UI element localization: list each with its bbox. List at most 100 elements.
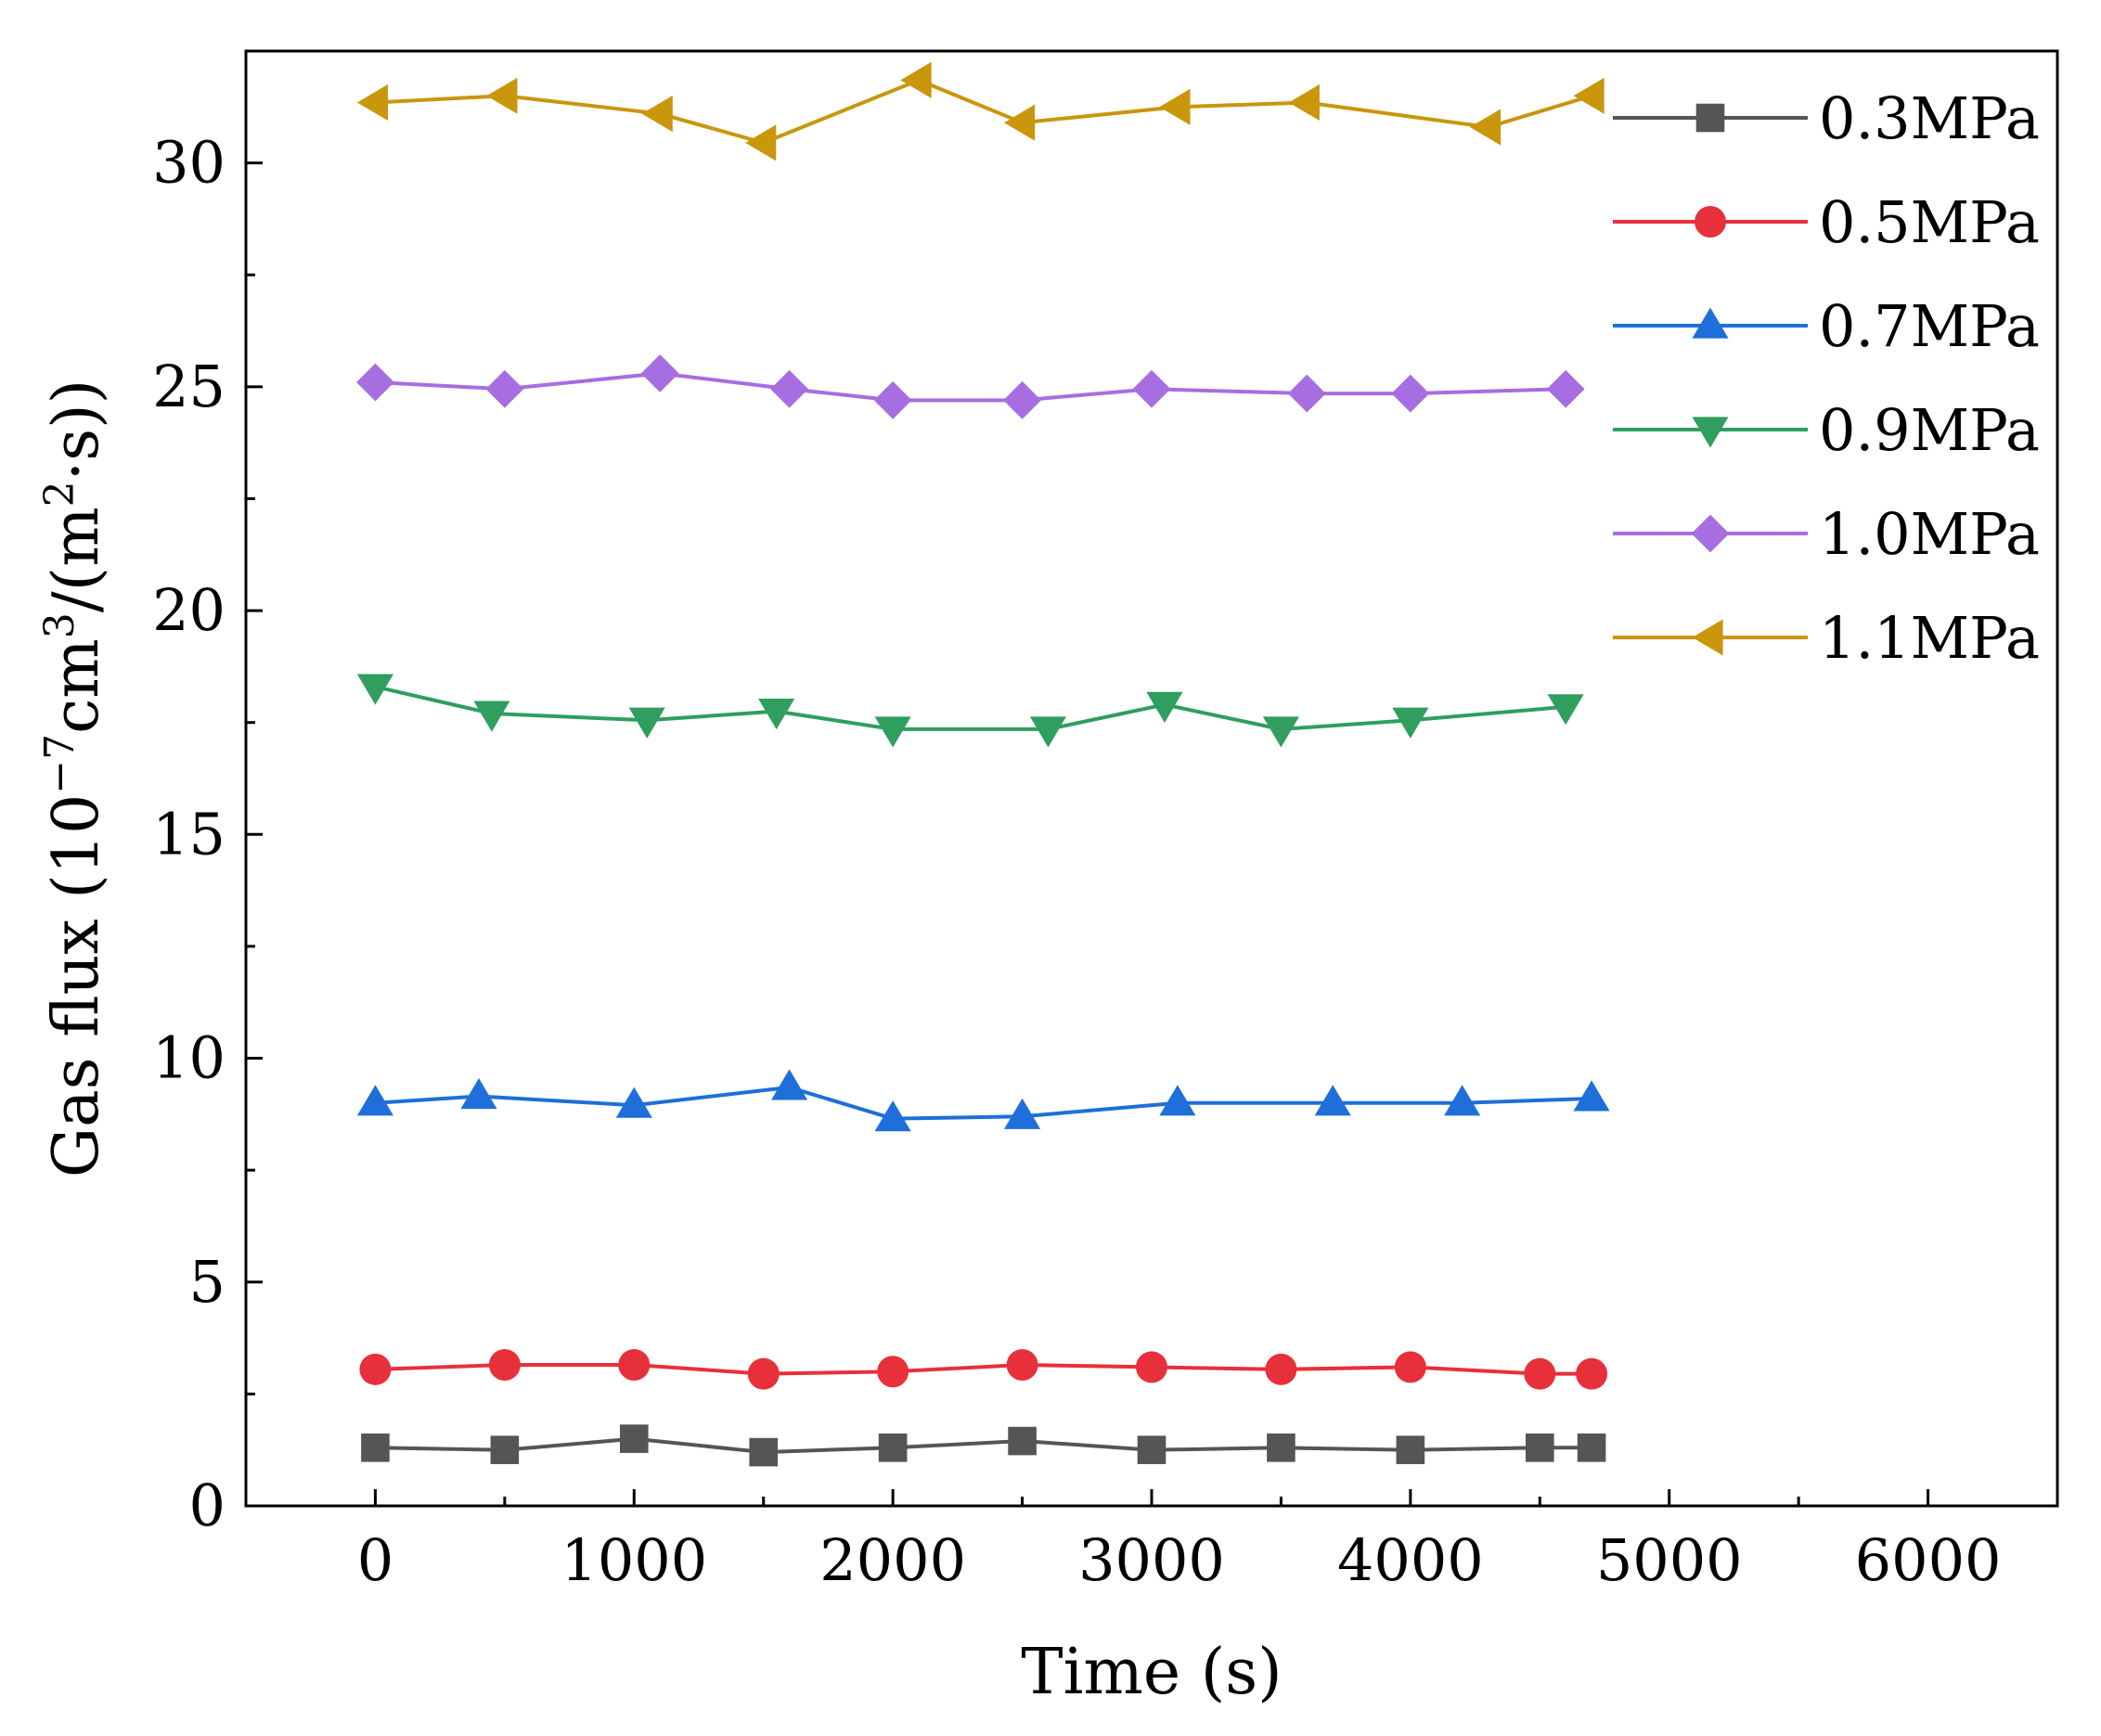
y-tick-label: 15 bbox=[152, 800, 226, 868]
series-line bbox=[375, 1085, 1592, 1121]
x-tick-label: 3000 bbox=[1078, 1526, 1225, 1594]
legend-swatch-marker bbox=[1695, 103, 1725, 133]
data-point bbox=[473, 701, 510, 732]
data-point bbox=[460, 1077, 497, 1110]
y-tick-label: 10 bbox=[152, 1024, 226, 1092]
legend-label: 1.1MPa bbox=[1819, 604, 2040, 672]
data-point bbox=[359, 1353, 392, 1385]
x-tick-label: 1000 bbox=[561, 1526, 707, 1594]
data-point bbox=[1392, 707, 1429, 739]
y-tick-label: 5 bbox=[189, 1248, 226, 1316]
x-tick-label: 0 bbox=[357, 1526, 393, 1594]
legend-swatch-marker bbox=[1692, 619, 1723, 656]
data-point bbox=[356, 363, 394, 402]
data-point bbox=[1132, 369, 1171, 408]
data-point bbox=[877, 1356, 909, 1388]
legend-swatch-marker bbox=[1695, 206, 1726, 238]
legend-label: 0.7MPa bbox=[1819, 292, 2040, 360]
data-point bbox=[1136, 1351, 1167, 1383]
data-point bbox=[356, 84, 389, 122]
data-point bbox=[1004, 1098, 1041, 1129]
data-point bbox=[1006, 1349, 1038, 1382]
data-point bbox=[747, 1357, 780, 1390]
x-tick-label: 2000 bbox=[819, 1526, 966, 1594]
y-axis-title: Gas flux (10−7cm3/(m2·s)) bbox=[36, 379, 113, 1178]
data-point bbox=[1287, 374, 1326, 413]
data-point bbox=[640, 354, 679, 392]
series-1.0MPa bbox=[356, 354, 1585, 419]
data-point bbox=[1159, 88, 1191, 125]
data-point bbox=[628, 707, 665, 739]
data-point bbox=[1029, 716, 1067, 748]
data-point bbox=[758, 699, 795, 730]
x-tick-label: 4000 bbox=[1337, 1526, 1484, 1594]
series-layer bbox=[356, 61, 1610, 1467]
data-point bbox=[1546, 369, 1585, 408]
data-point bbox=[878, 1433, 908, 1462]
data-point bbox=[1469, 109, 1502, 146]
data-point bbox=[1008, 1426, 1037, 1456]
data-point bbox=[1262, 716, 1299, 748]
y-tick-label: 25 bbox=[152, 353, 226, 420]
data-point bbox=[1396, 1435, 1425, 1464]
x-tick-label: 6000 bbox=[1855, 1526, 2002, 1594]
legend-item: 0.7MPa bbox=[1613, 292, 2040, 360]
data-point bbox=[486, 77, 518, 114]
data-point bbox=[1003, 380, 1041, 419]
data-point bbox=[1573, 1080, 1610, 1112]
data-point bbox=[874, 716, 911, 748]
x-tick-label: 5000 bbox=[1596, 1526, 1743, 1594]
data-point bbox=[770, 369, 808, 408]
legend-item: 0.3MPa bbox=[1613, 84, 2040, 152]
data-point bbox=[615, 1087, 652, 1118]
data-point bbox=[873, 380, 912, 419]
series-0.9MPa bbox=[356, 674, 1584, 748]
data-point bbox=[356, 674, 393, 705]
legend-swatch-marker bbox=[1692, 307, 1729, 339]
data-point bbox=[1267, 1433, 1295, 1462]
y-tick-label: 30 bbox=[152, 129, 226, 197]
legend-item: 0.9MPa bbox=[1613, 396, 2040, 464]
data-point bbox=[1159, 1085, 1196, 1116]
legend-label: 0.9MPa bbox=[1819, 396, 2040, 464]
series-line bbox=[375, 78, 1592, 146]
data-point bbox=[874, 1100, 911, 1132]
data-point bbox=[618, 1349, 651, 1382]
legend-swatch-marker bbox=[1692, 417, 1729, 448]
data-point bbox=[1265, 1353, 1297, 1385]
series-line bbox=[374, 685, 1566, 731]
data-point bbox=[745, 124, 777, 161]
data-point bbox=[1573, 77, 1605, 114]
data-point bbox=[1394, 1351, 1426, 1383]
data-point bbox=[771, 1069, 808, 1100]
legend-label: 1.0MPa bbox=[1819, 500, 2040, 568]
y-tick-label: 20 bbox=[152, 576, 226, 644]
legend-label: 0.3MPa bbox=[1819, 84, 2040, 152]
data-point bbox=[1547, 694, 1584, 726]
data-point bbox=[641, 95, 673, 133]
data-point bbox=[1004, 104, 1036, 141]
data-point bbox=[749, 1437, 779, 1467]
legend-swatch-marker bbox=[1691, 514, 1730, 553]
data-point bbox=[361, 1433, 390, 1462]
x-axis-title: Time (s) bbox=[1021, 1636, 1282, 1709]
y-tick-label: 0 bbox=[189, 1472, 226, 1539]
data-point bbox=[1146, 691, 1183, 723]
series-1.1MPa bbox=[356, 61, 1605, 161]
data-point bbox=[619, 1424, 649, 1453]
plot-frame bbox=[244, 49, 2059, 1508]
legend-label: 0.5MPa bbox=[1819, 188, 2040, 256]
series-line bbox=[375, 371, 1566, 403]
data-point bbox=[1314, 1085, 1351, 1116]
data-point bbox=[1288, 84, 1320, 122]
legend-item: 1.0MPa bbox=[1613, 500, 2040, 568]
data-point bbox=[490, 1435, 520, 1464]
legend-item: 1.1MPa bbox=[1613, 604, 2040, 672]
data-point bbox=[1577, 1433, 1606, 1462]
data-point bbox=[488, 1349, 521, 1382]
series-0.5MPa bbox=[359, 1349, 1608, 1390]
data-point bbox=[900, 61, 932, 98]
data-point bbox=[1525, 1433, 1554, 1462]
data-point bbox=[1391, 374, 1430, 413]
